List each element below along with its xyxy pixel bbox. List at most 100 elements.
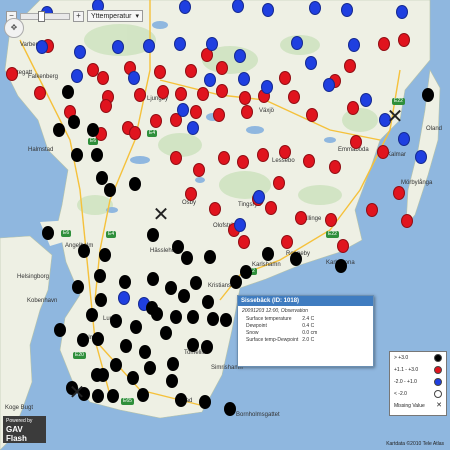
station-marker-blue[interactable] bbox=[179, 0, 191, 14]
station-marker-black[interactable] bbox=[204, 250, 216, 264]
station-marker-black[interactable] bbox=[201, 340, 213, 354]
station-marker-red[interactable] bbox=[329, 160, 341, 174]
station-marker-red[interactable] bbox=[344, 59, 356, 73]
station-marker-blue[interactable] bbox=[36, 40, 48, 54]
station-marker-black[interactable] bbox=[181, 251, 193, 265]
station-marker-black[interactable] bbox=[66, 381, 78, 395]
station-marker-black[interactable] bbox=[335, 259, 347, 273]
station-marker-red[interactable] bbox=[238, 235, 250, 249]
zoom-in-button[interactable]: + bbox=[73, 10, 84, 22]
station-marker-black[interactable] bbox=[119, 275, 131, 289]
station-marker-red[interactable] bbox=[273, 176, 285, 190]
station-marker-black[interactable] bbox=[91, 148, 103, 162]
station-marker-black[interactable] bbox=[86, 308, 98, 322]
station-marker-red[interactable] bbox=[337, 239, 349, 253]
station-marker-blue[interactable] bbox=[177, 103, 189, 117]
station-marker-red[interactable] bbox=[325, 213, 337, 227]
station-marker-black[interactable] bbox=[53, 123, 65, 137]
station-marker-black[interactable] bbox=[220, 313, 232, 327]
missing-value-marker[interactable]: ✕ bbox=[152, 202, 170, 226]
station-marker-red[interactable] bbox=[193, 163, 205, 177]
station-marker-blue[interactable] bbox=[238, 72, 250, 86]
station-marker-black[interactable] bbox=[92, 389, 104, 403]
missing-value-marker[interactable]: ✕ bbox=[68, 380, 86, 404]
station-marker-blue[interactable] bbox=[398, 132, 410, 146]
station-marker-black[interactable] bbox=[147, 272, 159, 286]
station-marker-black[interactable] bbox=[62, 85, 74, 99]
station-marker-blue[interactable] bbox=[341, 3, 353, 17]
station-marker-red[interactable] bbox=[213, 108, 225, 122]
station-marker-red[interactable] bbox=[190, 105, 202, 119]
station-marker-blue[interactable] bbox=[112, 40, 124, 54]
station-marker-blue[interactable] bbox=[234, 218, 246, 232]
station-marker-black[interactable] bbox=[172, 240, 184, 254]
station-marker-red[interactable] bbox=[157, 85, 169, 99]
station-marker-blue[interactable] bbox=[187, 121, 199, 135]
station-marker-red[interactable] bbox=[237, 155, 249, 169]
station-marker-red[interactable] bbox=[100, 99, 112, 113]
station-marker-red[interactable] bbox=[279, 145, 291, 159]
station-marker-black[interactable] bbox=[139, 345, 151, 359]
station-marker-black[interactable] bbox=[147, 228, 159, 242]
station-marker-red[interactable] bbox=[197, 87, 209, 101]
station-marker-black[interactable] bbox=[167, 357, 179, 371]
station-marker-black[interactable] bbox=[178, 289, 190, 303]
station-marker-black[interactable] bbox=[110, 314, 122, 328]
station-marker-red[interactable] bbox=[218, 151, 230, 165]
station-marker-black[interactable] bbox=[202, 295, 214, 309]
station-marker-black[interactable] bbox=[224, 402, 236, 416]
station-marker-black[interactable] bbox=[95, 293, 107, 307]
station-marker-red[interactable] bbox=[398, 33, 410, 47]
station-marker-red[interactable] bbox=[288, 90, 300, 104]
station-marker-black[interactable] bbox=[72, 280, 84, 294]
station-marker-red[interactable] bbox=[303, 154, 315, 168]
station-marker-black[interactable] bbox=[199, 395, 211, 409]
station-marker-black[interactable] bbox=[207, 312, 219, 326]
station-marker-blue[interactable] bbox=[253, 190, 265, 204]
station-marker-black[interactable] bbox=[230, 275, 242, 289]
station-marker-red[interactable] bbox=[350, 135, 362, 149]
station-marker-red[interactable] bbox=[129, 126, 141, 140]
station-marker-blue[interactable] bbox=[143, 39, 155, 53]
station-marker-black[interactable] bbox=[54, 323, 66, 337]
station-marker-red[interactable] bbox=[216, 84, 228, 98]
station-marker-blue[interactable] bbox=[234, 49, 246, 63]
pan-control[interactable]: ✥ bbox=[4, 18, 24, 38]
station-marker-black[interactable] bbox=[104, 183, 116, 197]
station-marker-red[interactable] bbox=[154, 65, 166, 79]
station-marker-blue[interactable] bbox=[415, 150, 427, 164]
station-marker-black[interactable] bbox=[170, 310, 182, 324]
station-marker-blue[interactable] bbox=[204, 73, 216, 87]
station-marker-blue[interactable] bbox=[348, 38, 360, 52]
station-marker-blue[interactable] bbox=[291, 36, 303, 50]
station-marker-red[interactable] bbox=[6, 67, 18, 81]
station-marker-blue[interactable] bbox=[379, 113, 391, 127]
station-marker-black[interactable] bbox=[137, 388, 149, 402]
station-marker-red[interactable] bbox=[97, 71, 109, 85]
station-marker-red[interactable] bbox=[265, 201, 277, 215]
station-marker-red[interactable] bbox=[216, 61, 228, 75]
zoom-slider-knob[interactable] bbox=[38, 10, 45, 22]
station-marker-red[interactable] bbox=[377, 145, 389, 159]
station-marker-red[interactable] bbox=[241, 105, 253, 119]
station-marker-black[interactable] bbox=[78, 387, 90, 401]
station-marker-red[interactable] bbox=[87, 63, 99, 77]
missing-value-marker[interactable]: ✕ bbox=[386, 104, 404, 128]
station-marker-black[interactable] bbox=[94, 269, 106, 283]
station-marker-black[interactable] bbox=[144, 361, 156, 375]
station-marker-black[interactable] bbox=[187, 338, 199, 352]
station-marker-red[interactable] bbox=[134, 88, 146, 102]
station-marker-blue[interactable] bbox=[174, 37, 186, 51]
zoom-slider[interactable] bbox=[20, 10, 70, 22]
station-marker-black[interactable] bbox=[190, 276, 202, 290]
station-marker-black[interactable] bbox=[422, 88, 434, 102]
station-marker-red[interactable] bbox=[150, 114, 162, 128]
station-marker-blue[interactable] bbox=[305, 56, 317, 70]
station-marker-black[interactable] bbox=[42, 226, 54, 240]
station-marker-red[interactable] bbox=[401, 214, 413, 228]
station-marker-blue[interactable] bbox=[206, 37, 218, 51]
station-marker-black[interactable] bbox=[87, 123, 99, 137]
station-marker-red[interactable] bbox=[279, 71, 291, 85]
station-marker-blue[interactable] bbox=[71, 69, 83, 83]
